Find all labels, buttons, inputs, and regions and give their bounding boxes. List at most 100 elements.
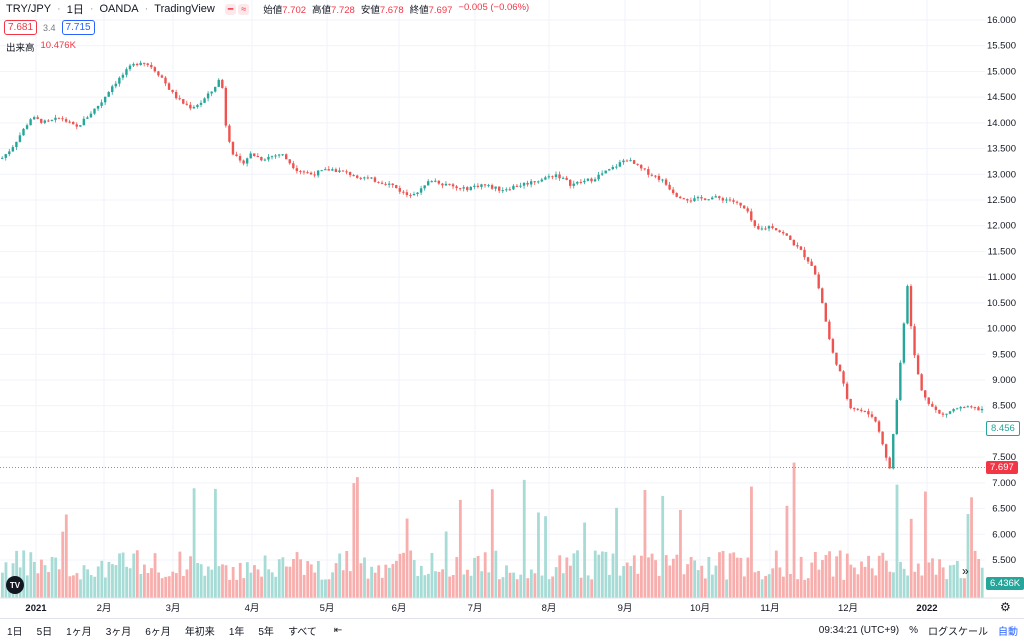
candle-body-254	[902, 323, 906, 363]
candle-body-129	[458, 188, 462, 190]
candle-body-161	[572, 183, 575, 186]
volume-bar-16	[57, 569, 61, 598]
volume-bar-212	[753, 572, 757, 598]
candle-body-222	[789, 235, 792, 240]
price-axis: 16.000 15.500 15.000 14.500 14.000 13.500 13.0…	[987, 15, 1016, 566]
candle-body-94	[334, 169, 338, 173]
open-value: 7.702	[282, 5, 307, 16]
volume-bar-275	[977, 559, 981, 598]
ohlc-values: 始値7.702 高値7.728 安値7.678 終値7.697 −0.005 (…	[263, 2, 529, 16]
candle-body-109	[387, 183, 391, 185]
timeframe-3[interactable]: 3ヶ月	[105, 626, 132, 638]
timeframe-6[interactable]: 1年	[228, 626, 245, 638]
volume-bar-254	[902, 568, 906, 598]
candle-body-95	[338, 170, 341, 173]
candle-body-4	[15, 141, 18, 148]
volume-bar-117	[416, 575, 420, 598]
volume-bar-28	[100, 560, 104, 598]
candle-body-134	[476, 185, 480, 187]
volume-bar-54	[192, 488, 196, 598]
volume-bar-26	[93, 576, 97, 598]
candle-body-81	[288, 159, 291, 164]
candle-body-50	[178, 98, 181, 100]
volume-bar-35	[125, 566, 129, 598]
candle-body-223	[792, 239, 796, 246]
percent-toggle[interactable]: %	[909, 624, 918, 636]
volume-bar-181	[643, 490, 647, 598]
candle-body-156	[554, 174, 558, 178]
y-tick-label-15: 8.500	[992, 401, 1016, 412]
y-tick-label-9: 11.500	[988, 246, 1016, 257]
volume-bar-44	[157, 572, 160, 598]
volume-bar-123	[437, 571, 441, 598]
volume-bar-256	[909, 518, 913, 598]
volume-bar-120	[427, 573, 430, 598]
candle-body-108	[384, 183, 387, 185]
candle-body-84	[299, 171, 302, 173]
volume-bar-109	[387, 567, 391, 598]
candle-body-32	[114, 83, 117, 87]
scroll-right-icon[interactable]: »	[962, 564, 969, 578]
volume-bar-240	[853, 567, 856, 598]
volume-bar-124	[441, 569, 444, 598]
auto-scale-toggle[interactable]: 自動	[998, 626, 1018, 638]
timeframe-0[interactable]: 1日	[7, 626, 23, 638]
volume-bar-146	[519, 574, 523, 598]
volume-bar-41	[146, 573, 150, 598]
candle-body-140	[498, 186, 501, 191]
candle-body-180	[640, 164, 643, 169]
candle-body-261	[927, 397, 930, 404]
candle-body-186	[661, 179, 664, 181]
close-value: 7.697	[428, 5, 453, 16]
volume-bar-108	[384, 564, 388, 598]
volume-bar-43	[153, 553, 157, 598]
volume-bar-94	[334, 563, 338, 598]
volume-bar-199	[707, 556, 711, 598]
bid-button[interactable]: 7.681	[4, 20, 38, 35]
volume-bar-196	[696, 570, 700, 598]
bottom-toolbar: 1日 5日 1ヶ月 3ヶ月 6ヶ月 年初来 1年 5年 すべて ⇤ 09:34:21 (UTC+…	[0, 618, 1024, 641]
timeframe-1[interactable]: 5日	[36, 626, 53, 638]
candle-body-178	[632, 160, 636, 164]
ask-button[interactable]: 7.715	[61, 20, 95, 35]
volume-bar-110	[391, 564, 395, 598]
candle-body-110	[391, 183, 394, 186]
volume-bar-69	[245, 562, 249, 598]
volume-bar-105	[373, 572, 377, 598]
volume-bar-169	[600, 551, 604, 598]
volume-bar-61	[217, 566, 221, 598]
volume-bar-242	[860, 561, 863, 598]
volume-bar-130	[462, 574, 466, 598]
date-range-icon[interactable]: ⇤	[333, 624, 343, 636]
volume-bar-80	[285, 566, 288, 598]
candle-body-202	[718, 196, 721, 199]
timeframe-7[interactable]: 5年	[258, 626, 274, 638]
candle-body-73	[260, 156, 263, 161]
log-scale-toggle[interactable]: ログスケール	[928, 626, 988, 638]
volume-bar-185	[657, 575, 661, 598]
volume-bar-45	[160, 578, 164, 598]
candle-body-184	[654, 175, 657, 177]
timeframe-8[interactable]: すべて	[287, 626, 317, 638]
volume-bar-213	[757, 570, 760, 598]
volume-bar-214	[760, 579, 764, 598]
volume-bar-10	[36, 573, 40, 598]
candle-body-240	[853, 408, 856, 410]
volume-bar-148	[526, 578, 530, 598]
timeframe-2[interactable]: 1ヶ月	[66, 626, 92, 638]
volume-bar-191	[679, 510, 682, 598]
candle-body-118	[419, 188, 423, 193]
candle-body-111	[395, 185, 398, 189]
timeframe-4[interactable]: 6ヶ月	[145, 626, 171, 638]
high-value: 7.728	[331, 5, 355, 16]
volume-bar-178	[632, 555, 636, 598]
interval-label[interactable]: 1日	[66, 4, 84, 16]
candle-body-243	[863, 410, 867, 412]
candle-body-41	[146, 63, 149, 65]
timeframe-5[interactable]: 年初来	[184, 626, 215, 638]
settings-gear-icon[interactable]: ⚙	[1000, 600, 1011, 614]
candle-body-71	[253, 153, 256, 157]
symbol-name[interactable]: TRY/JPY	[6, 3, 52, 15]
candle-body-48	[171, 89, 174, 92]
